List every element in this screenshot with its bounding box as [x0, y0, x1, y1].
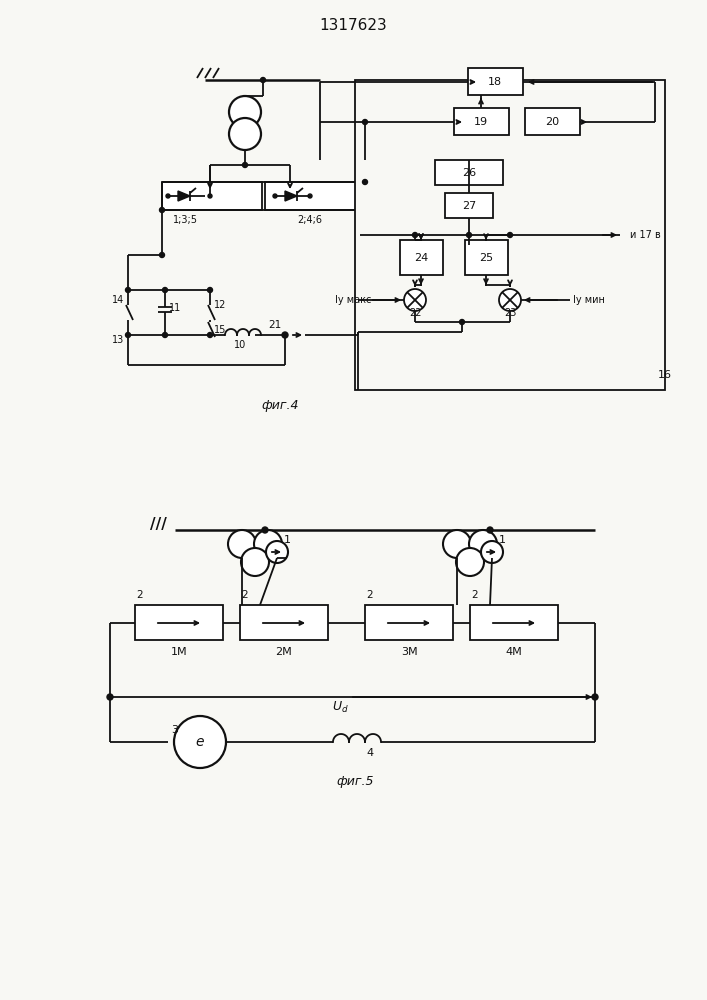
Circle shape — [229, 118, 261, 150]
Text: 25: 25 — [479, 253, 493, 263]
Text: 24: 24 — [414, 253, 428, 263]
Text: ///: /// — [150, 518, 167, 532]
Text: 12: 12 — [214, 300, 226, 310]
Circle shape — [207, 332, 213, 338]
Circle shape — [467, 232, 472, 237]
Text: 2: 2 — [472, 590, 479, 600]
Circle shape — [160, 252, 165, 257]
Circle shape — [254, 530, 282, 558]
Text: 18: 18 — [488, 77, 502, 87]
Text: 21: 21 — [269, 320, 281, 330]
Circle shape — [166, 194, 170, 198]
Text: 1: 1 — [498, 535, 506, 545]
Circle shape — [404, 289, 426, 311]
Text: 14: 14 — [112, 295, 124, 305]
Circle shape — [363, 119, 368, 124]
Bar — [135, 605, 223, 640]
Circle shape — [160, 208, 165, 213]
Circle shape — [126, 332, 131, 338]
Circle shape — [262, 527, 268, 533]
Circle shape — [163, 332, 168, 338]
Text: 23: 23 — [504, 308, 516, 318]
Bar — [468, 68, 523, 95]
Text: 20: 20 — [545, 117, 559, 127]
Circle shape — [241, 548, 269, 576]
Circle shape — [208, 194, 212, 198]
Text: 3M: 3M — [401, 647, 417, 657]
Text: 19: 19 — [474, 117, 488, 127]
Text: и 17 в: и 17 в — [630, 230, 661, 240]
Circle shape — [456, 548, 484, 576]
Text: 10: 10 — [234, 340, 246, 350]
Circle shape — [499, 289, 521, 311]
Circle shape — [243, 162, 247, 167]
Circle shape — [273, 194, 277, 198]
Circle shape — [443, 530, 471, 558]
Circle shape — [266, 541, 288, 563]
Text: $U_d$: $U_d$ — [332, 699, 349, 715]
Circle shape — [412, 232, 418, 237]
Text: 4M: 4M — [506, 647, 522, 657]
Circle shape — [126, 288, 131, 292]
Text: 16: 16 — [658, 370, 672, 380]
Text: 3: 3 — [172, 725, 178, 735]
Text: фиг.4: фиг.4 — [262, 398, 299, 412]
Text: 1M: 1M — [170, 647, 187, 657]
Circle shape — [460, 320, 464, 324]
Circle shape — [207, 288, 213, 292]
Circle shape — [308, 194, 312, 198]
Text: 1;3;5: 1;3;5 — [173, 215, 197, 225]
Bar — [445, 193, 493, 218]
Text: e: e — [196, 735, 204, 749]
Bar — [465, 240, 508, 275]
Circle shape — [228, 530, 256, 558]
Bar — [355, 80, 665, 390]
Polygon shape — [178, 191, 190, 201]
Circle shape — [282, 332, 288, 338]
Text: 27: 27 — [462, 201, 476, 211]
Circle shape — [481, 541, 503, 563]
Circle shape — [163, 288, 168, 292]
Text: 2;4;6: 2;4;6 — [298, 215, 322, 225]
Circle shape — [260, 78, 266, 83]
Text: 13: 13 — [112, 335, 124, 345]
Text: 1317623: 1317623 — [319, 17, 387, 32]
Circle shape — [363, 180, 368, 184]
Text: 11: 11 — [169, 303, 181, 313]
Bar — [265, 182, 365, 210]
Bar — [365, 605, 453, 640]
Circle shape — [469, 530, 497, 558]
Text: 26: 26 — [462, 168, 476, 178]
Text: Iу мин: Iу мин — [573, 295, 605, 305]
Bar — [525, 108, 580, 135]
Text: 1: 1 — [284, 535, 291, 545]
Bar — [162, 182, 262, 210]
Bar — [454, 108, 509, 135]
Text: 2: 2 — [136, 590, 144, 600]
Circle shape — [174, 716, 226, 768]
Circle shape — [487, 527, 493, 533]
Bar — [400, 240, 443, 275]
Bar — [240, 605, 328, 640]
Bar — [435, 160, 503, 185]
Text: 2M: 2M — [276, 647, 293, 657]
Circle shape — [229, 96, 261, 128]
Text: 15: 15 — [214, 325, 226, 335]
Text: 2: 2 — [242, 590, 248, 600]
Circle shape — [508, 232, 513, 237]
Circle shape — [107, 694, 113, 700]
Text: 4: 4 — [366, 748, 373, 758]
Polygon shape — [285, 191, 297, 201]
Bar — [470, 605, 558, 640]
Text: Iу макс: Iу макс — [335, 295, 371, 305]
Circle shape — [592, 694, 598, 700]
Text: 22: 22 — [409, 308, 421, 318]
Text: фиг.5: фиг.5 — [337, 776, 374, 788]
Text: 2: 2 — [367, 590, 373, 600]
